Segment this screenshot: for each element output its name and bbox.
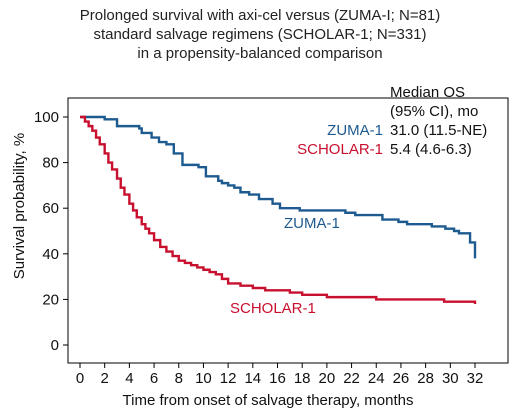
y-tick-label: 80 — [42, 155, 59, 172]
x-tick-label: 2 — [101, 370, 109, 387]
x-tick-label: 26 — [393, 370, 410, 387]
legend-scholar-value: 5.4 (4.6-6.3) — [390, 141, 472, 158]
x-tick-label: 6 — [150, 370, 158, 387]
title-line-3: in a propensity-balanced comparison — [137, 45, 383, 62]
median-header-line-1: Median OS — [390, 84, 465, 101]
x-tick-label: 20 — [319, 370, 336, 387]
x-tick-label: 22 — [343, 370, 360, 387]
y-axis-ticks: 0 20 40 60 80 100 — [34, 109, 68, 354]
zuma-1-survival-curve — [80, 115, 477, 259]
y-tick-label: 20 — [42, 291, 59, 308]
scholar-curve-label: SCHOLAR-1 — [230, 300, 316, 317]
x-tick-label: 12 — [220, 370, 237, 387]
plot-frame — [67, 97, 509, 364]
scholar-1-survival-curve — [80, 115, 477, 304]
legend-zuma-value: 31.0 (11.5-NE) — [390, 122, 487, 139]
x-tick-label: 0 — [76, 370, 84, 387]
median-header-line-2: (95% CI), mo — [390, 103, 478, 120]
legend-scholar-label: SCHOLAR-1 — [297, 141, 383, 158]
title-line-1: Prolonged survival with axi-cel versus (… — [79, 7, 441, 24]
y-tick-label: 40 — [42, 246, 59, 263]
y-axis-label: Survival probability, % — [11, 133, 28, 279]
x-tick-label: 24 — [368, 370, 385, 387]
x-tick-label: 10 — [195, 370, 212, 387]
x-tick-label: 8 — [175, 370, 183, 387]
x-tick-label: 28 — [417, 370, 434, 387]
title-line-2: standard salvage regimens (SCHOLAR-1; N=… — [93, 26, 427, 43]
chart-title: Prolonged survival with axi-cel versus (… — [0, 6, 520, 63]
y-tick-label: 60 — [42, 200, 59, 217]
zuma-curve-label: ZUMA-1 — [284, 215, 340, 232]
x-axis-ticks: 0 2 4 6 8 10 12 14 16 18 20 22 24 26 28 30 32 — [76, 363, 484, 387]
y-tick-label: 100 — [34, 109, 59, 126]
x-tick-label: 4 — [125, 370, 133, 387]
legend-zuma-label: ZUMA-1 — [327, 122, 383, 139]
x-tick-label: 18 — [294, 370, 311, 387]
x-axis-label: Time from onset of salvage therapy, mont… — [123, 392, 414, 409]
series-layer — [80, 115, 477, 304]
x-tick-label: 30 — [442, 370, 459, 387]
y-tick-label: 0 — [51, 337, 59, 354]
x-tick-label: 16 — [269, 370, 286, 387]
x-tick-label: 14 — [244, 370, 261, 387]
x-tick-label: 32 — [467, 370, 484, 387]
